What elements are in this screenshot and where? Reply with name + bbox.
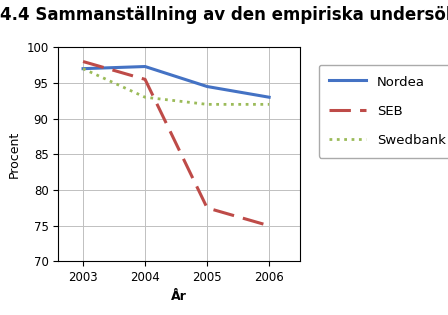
Swedbank [267, 102, 272, 106]
SEB [142, 77, 148, 81]
Swedbank [204, 102, 210, 106]
Text: 4.4 Sammanställning av den empiriska undersökning: 4.4 Sammanställning av den empiriska und… [0, 6, 448, 24]
Nordea [204, 85, 210, 89]
SEB [80, 60, 86, 63]
Line: SEB: SEB [83, 61, 269, 226]
Line: Swedbank: Swedbank [83, 69, 269, 104]
Legend: Nordea, SEB, Swedbank: Nordea, SEB, Swedbank [319, 65, 448, 158]
Line: Nordea: Nordea [83, 66, 269, 97]
Nordea [80, 67, 86, 71]
Swedbank [80, 67, 86, 71]
X-axis label: År: År [171, 290, 187, 303]
Y-axis label: Procent: Procent [8, 131, 21, 178]
Nordea [267, 95, 272, 99]
SEB [204, 206, 210, 210]
SEB [267, 224, 272, 228]
Nordea [142, 65, 148, 68]
Swedbank [142, 95, 148, 99]
